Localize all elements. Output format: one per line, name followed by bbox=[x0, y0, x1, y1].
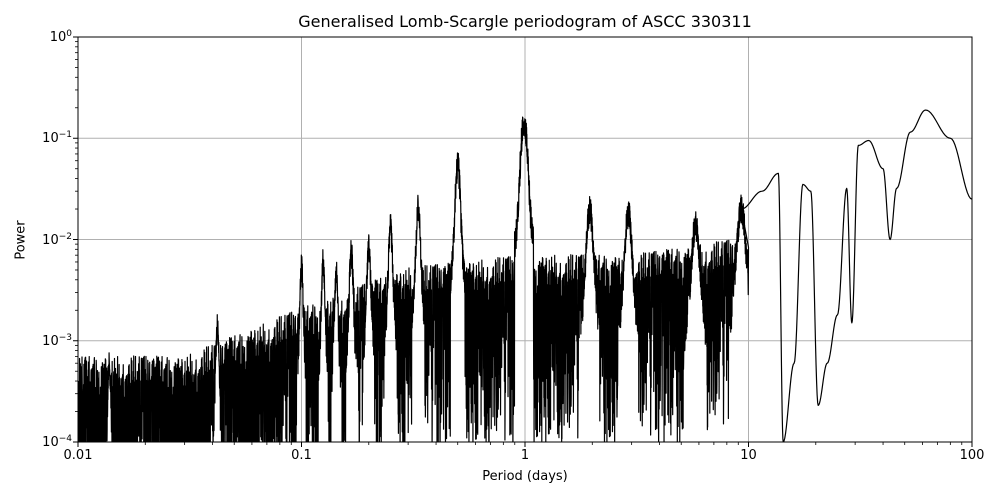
x-axis-label: Period (days) bbox=[482, 469, 568, 484]
y-tick-label: 10−1 bbox=[42, 130, 72, 146]
x-tick-label: 0.1 bbox=[291, 448, 312, 463]
chart-title: Generalised Lomb-Scargle periodogram of … bbox=[298, 12, 752, 31]
y-tick-label: 100 bbox=[49, 29, 72, 45]
y-tick-label: 10−3 bbox=[42, 333, 72, 349]
x-tick-label: 0.01 bbox=[63, 448, 93, 463]
y-tick-label: 10−2 bbox=[42, 232, 72, 248]
y-axis-label: Power bbox=[13, 220, 29, 260]
y-tick-label: 10−4 bbox=[42, 434, 72, 450]
x-tick-label: 1 bbox=[520, 448, 530, 463]
x-tick-label: 10 bbox=[740, 448, 757, 463]
periodogram-line bbox=[78, 109, 972, 442]
axis-ticks bbox=[73, 36, 973, 447]
x-tick-label: 100 bbox=[959, 448, 985, 463]
